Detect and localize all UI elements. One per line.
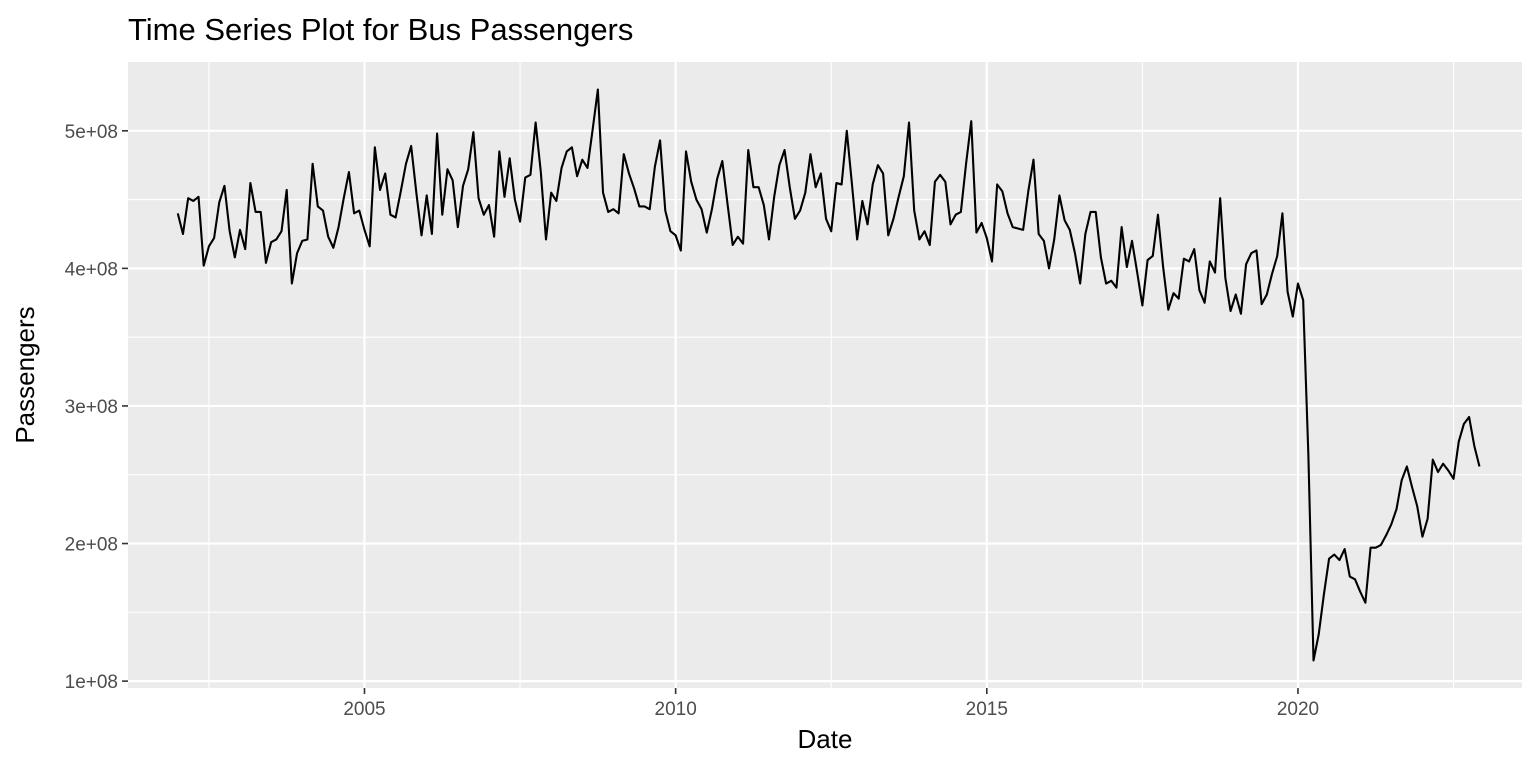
series-layer — [176, 88, 1481, 662]
y-axis: 1e+08 2e+08 3e+08 4e+08 5e+08 — [65, 122, 128, 693]
x-tick-label: 2010 — [655, 699, 697, 720]
y-tick-label: 2e+08 — [65, 535, 118, 556]
y-axis-title: Passengers — [10, 306, 40, 443]
x-tick-label: 2020 — [1277, 699, 1319, 720]
y-tick-label: 4e+08 — [65, 259, 118, 280]
x-axis: 2005 2010 2015 2020 — [343, 688, 1319, 720]
minor-gridlines — [128, 62, 1522, 688]
x-axis-title: Date — [798, 724, 853, 754]
x-tick-label: 2005 — [343, 699, 385, 720]
major-gridlines — [128, 62, 1522, 688]
plot-panel — [128, 62, 1522, 688]
passengers-series-line — [176, 88, 1481, 662]
x-tick-label: 2015 — [966, 699, 1008, 720]
y-tick-label: 1e+08 — [65, 672, 118, 693]
chart-title: Time Series Plot for Bus Passengers — [128, 12, 633, 47]
y-tick-label: 3e+08 — [65, 397, 118, 418]
y-tick-label: 5e+08 — [65, 122, 118, 143]
